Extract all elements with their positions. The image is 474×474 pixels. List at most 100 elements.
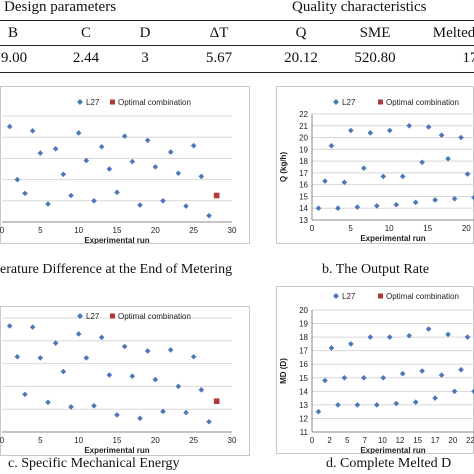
data-point-l27 [183,203,189,209]
cell-sme: 520.80 [354,50,396,66]
x-tick-label: 0 [0,226,5,235]
data-point-l27 [419,159,425,166]
y-tick-label: 19 [299,145,308,154]
data-point-l27 [380,173,387,180]
legend-l27-marker [77,313,83,319]
data-point-l27 [129,373,136,379]
x-tick-label: 20 [151,436,160,445]
legend-optimal-label: Optimal combination [118,98,191,107]
x-tick-label: 12 [396,436,405,445]
data-point-l27 [114,189,120,196]
x-tick-label: 15 [113,226,122,235]
x-tick-label: 7 [363,436,368,445]
y-tick-label: 20 [299,134,308,143]
cell-delta-t: 5.67 [205,50,233,66]
legend-l27-marker [77,99,83,105]
data-point-l27 [335,205,341,212]
data-point-l27 [361,374,367,381]
data-point-l27 [167,347,174,353]
caption-a: erature Difference at the End of Meterin… [0,262,233,277]
data-point-optimal [213,398,220,405]
legend-optimal-label: Optimal combination [386,98,459,107]
column-header-c: C [80,25,91,41]
chart-frame [276,286,474,454]
cell-b: 9.00 [0,50,28,66]
data-point-l27 [361,165,367,171]
cell-c: 2.44 [72,50,100,66]
table-rule-top [0,20,474,21]
y-tick-label: 13 [299,401,308,410]
data-point-l27 [106,372,113,378]
x-axis-label: Experimental run [84,446,149,455]
cell-q: 20.12 [284,50,318,66]
data-point-l27 [91,402,97,409]
data-point-l27 [45,399,51,406]
y-tick-label: 16 [299,360,308,369]
x-tick-label: 25 [189,226,198,235]
data-point-l27 [438,132,445,138]
data-point-l27 [419,368,425,374]
data-point-l27 [315,205,322,212]
data-point-l27 [29,324,36,330]
y-axis-label: MD (D) [279,358,288,384]
quality-characteristics-header: Quality characteristics [292,0,427,15]
data-point-l27 [68,192,74,199]
y-tick-label: 17 [299,347,308,356]
data-point-l27 [425,326,432,332]
data-point-l27 [175,170,182,177]
data-point-l27 [471,194,474,201]
legend-optimal-marker [378,293,383,299]
data-point-l27 [380,374,387,381]
x-tick-label: 17 [431,436,440,445]
x-axis-label: Experimental run [84,236,149,244]
data-point-l27 [121,343,128,350]
data-point-l27 [144,348,151,354]
legend-l27-label: L27 [86,312,100,321]
data-point-l27 [425,124,432,130]
y-tick-label: 13 [299,216,308,225]
data-point-l27 [37,355,44,361]
x-axis-label: Experimental run [360,446,425,454]
legend-optimal-marker [110,313,115,319]
x-tick-label: 20 [462,224,471,233]
cell-melted: 17 [462,50,474,66]
x-tick-label: 2 [327,436,332,445]
parameters-table: Design parameters Quality characteristic… [0,0,474,78]
data-point-l27 [14,176,21,183]
y-tick-label: 18 [299,157,308,166]
column-header-d: D [139,25,151,41]
y-tick-label: 21 [299,122,308,131]
y-tick-label: 15 [299,374,308,383]
x-tick-label: 22 [466,436,474,445]
x-tick-label: 15 [423,224,432,233]
x-tick-label: 5 [345,436,350,445]
x-tick-label: 20 [151,226,160,235]
x-tick-label: 30 [228,436,237,445]
data-point-l27 [432,395,438,401]
legend-optimal-label: Optimal combination [386,292,459,301]
chart-frame [276,86,474,244]
y-tick-label: 15 [299,192,308,201]
data-point-l27 [114,412,120,418]
data-point-optimal [213,192,220,199]
column-header-melted: Melted [432,25,474,41]
data-point-l27 [68,404,74,410]
data-point-l27 [83,355,90,361]
data-point-l27 [121,133,128,139]
table-rule-middle [0,45,474,46]
data-point-l27 [374,203,380,209]
data-point-l27 [22,391,28,398]
legend-l27-marker [333,99,339,105]
y-tick-label: 19 [299,320,308,329]
y-tick-label: 20 [299,306,308,315]
data-point-l27 [406,332,412,339]
y-axis-label: Q (kg/h) [279,152,288,183]
chart-frame [0,86,250,244]
chart-temperature-difference: 0 5 10 15 20 25 30 Experimental run L27 Optimal c… [0,86,250,244]
legend-l27-label: L27 [342,98,356,107]
cell-d: 3 [141,50,149,66]
x-tick-label: 5 [38,436,43,445]
legend-l27-marker [333,293,339,299]
x-tick-label: 15 [113,436,122,445]
x-axis-label: Experimental run [360,234,425,243]
